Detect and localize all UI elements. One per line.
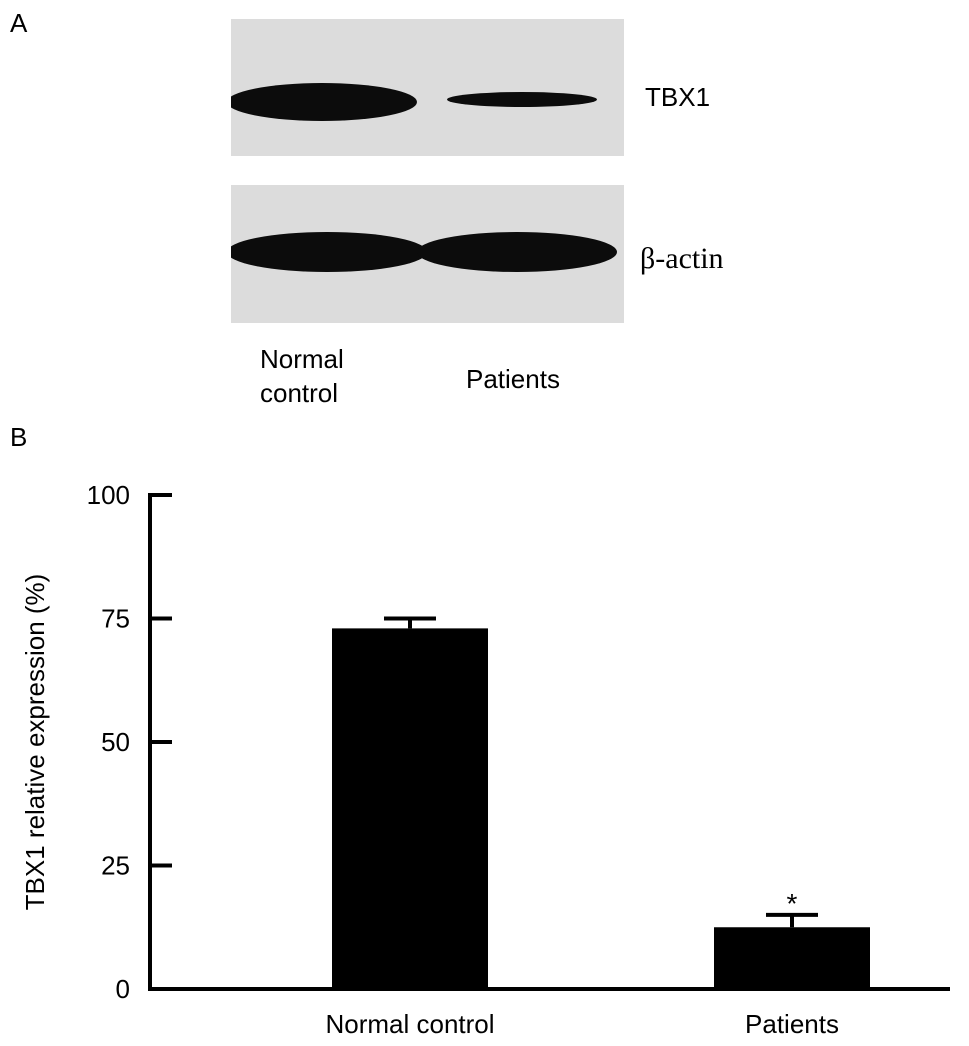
panel-b-letter: B	[10, 422, 28, 452]
actin-band-normal	[231, 232, 427, 272]
lane-label-normal-control: Normal control	[260, 342, 390, 410]
blot-label-beta-actin: β-actin	[640, 242, 724, 275]
y-tick-label-4: 100	[87, 480, 130, 510]
y-tick-label-3: 75	[101, 604, 130, 634]
y-tick-label-0: 0	[116, 974, 130, 1004]
lane-label-normal-line2: control	[260, 378, 339, 408]
x-tick-label-1: Patients	[745, 1009, 839, 1039]
blot-label-tbx1: TBX1	[645, 82, 711, 112]
tbx1-band-patients	[447, 92, 597, 107]
bar-chart: 0 25 50 75 100 TBX1 relative expression (%) No…	[20, 480, 950, 1039]
lane-label-normal-line1: Normal	[260, 344, 344, 374]
y-tick-label-1: 25	[101, 851, 130, 881]
western-blot-tbx1	[231, 19, 624, 156]
bar-0	[332, 628, 488, 989]
y-tick-label-2: 50	[101, 727, 130, 757]
actin-band-patients	[417, 232, 617, 272]
panel-a-letter: A	[10, 8, 28, 38]
western-blot-actin	[231, 185, 624, 323]
y-axis-label: TBX1 relative expression (%)	[20, 574, 50, 911]
bar-1	[714, 927, 870, 989]
tbx1-band-normal	[231, 83, 417, 121]
x-tick-label-0: Normal control	[325, 1009, 494, 1039]
lane-label-patients: Patients	[466, 364, 560, 394]
significance-marker-1: *	[787, 888, 798, 919]
